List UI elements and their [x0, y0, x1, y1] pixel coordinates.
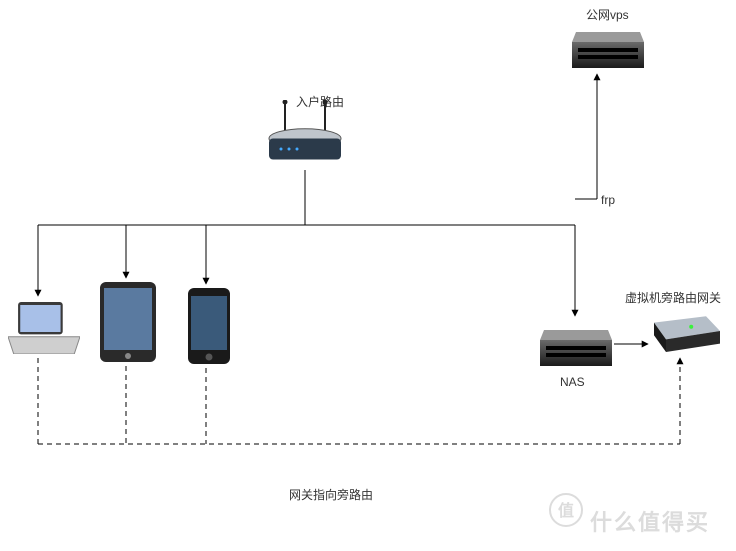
nas-server-icon [540, 320, 612, 368]
tablet-icon [100, 282, 156, 362]
laptop-icon [8, 300, 80, 354]
wifi-router-icon [265, 100, 345, 170]
watermark-logo-icon: 值 [548, 492, 584, 528]
label-nas: NAS [560, 375, 585, 389]
vps-server-icon [572, 22, 644, 70]
label-gateway-note: 网关指向旁路由 [289, 486, 373, 503]
phone-icon [188, 288, 230, 364]
label-vps: 公网vps [586, 6, 629, 23]
label-side-router: 虚拟机旁路由网关 [625, 289, 721, 306]
svg-text:值: 值 [558, 501, 574, 520]
connection-lines [0, 0, 736, 551]
watermark-text: 什么值得买 [590, 505, 710, 537]
label-frp: frp [601, 193, 615, 207]
side-router-icon [648, 310, 720, 352]
